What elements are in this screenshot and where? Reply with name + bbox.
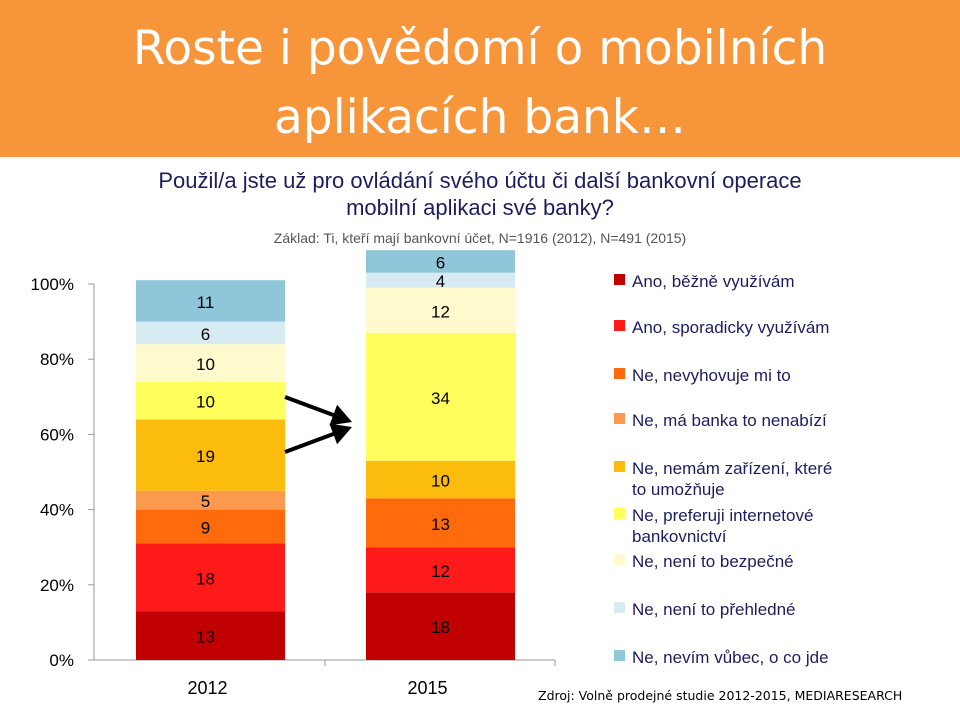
y-tick-label: 0% bbox=[49, 651, 74, 670]
legend-label: Ne, nemám zařízení, které to umožňuje bbox=[632, 459, 832, 499]
legend-swatch bbox=[614, 274, 625, 285]
data-label: 4 bbox=[436, 272, 445, 291]
legend-swatch bbox=[614, 554, 625, 565]
data-label: 10 bbox=[196, 393, 215, 412]
bar-segment bbox=[136, 419, 285, 491]
title-line-1: Roste i povědomí o mobilních bbox=[132, 21, 828, 76]
sample-base-note: Základ: Ti, kteří mají bankovní účet, N=… bbox=[273, 230, 687, 246]
bar-segment bbox=[366, 332, 515, 461]
y-tick-label: 20% bbox=[40, 576, 74, 595]
bar-segment bbox=[136, 611, 285, 660]
legend-label: Ne, má banka to nenabízí bbox=[632, 411, 827, 430]
title-line-2: aplikacích bank… bbox=[273, 90, 687, 145]
legend-label: Ne, preferuji internetové bankovnictví bbox=[632, 506, 813, 546]
bar-segment bbox=[366, 498, 515, 548]
data-label: 12 bbox=[431, 562, 450, 581]
legend-swatch bbox=[614, 508, 625, 519]
legend-swatch bbox=[614, 650, 625, 661]
legend-swatch bbox=[614, 461, 625, 472]
category-label: 2015 bbox=[407, 678, 447, 698]
data-label: 13 bbox=[431, 515, 450, 534]
bar-segment bbox=[136, 381, 285, 420]
bar-segment bbox=[136, 321, 285, 345]
bar-segment bbox=[136, 543, 285, 612]
data-label: 12 bbox=[431, 302, 450, 321]
legend-swatch bbox=[614, 602, 625, 613]
data-label: 13 bbox=[196, 628, 215, 647]
y-tick-label: 100% bbox=[31, 275, 74, 294]
legend-label: Ano, sporadicky využívám bbox=[632, 318, 829, 337]
data-label: 5 bbox=[201, 492, 210, 511]
arrow-head bbox=[329, 423, 352, 445]
data-label: 11 bbox=[197, 293, 215, 312]
legend-swatch bbox=[614, 413, 625, 424]
title-banner: Roste i povědomí o mobilních aplikacích … bbox=[0, 0, 960, 157]
data-label: 18 bbox=[196, 569, 215, 588]
y-tick-label: 60% bbox=[40, 425, 74, 444]
data-label: 6 bbox=[436, 253, 445, 272]
data-label: 18 bbox=[431, 618, 450, 637]
bar-segment bbox=[366, 287, 515, 333]
legend-swatch bbox=[614, 368, 625, 379]
source-note: Zdroj: Volně prodejné studie 2012-2015, … bbox=[538, 688, 903, 703]
bar-segment bbox=[366, 250, 515, 273]
arrow-head bbox=[329, 404, 352, 426]
bar-segment bbox=[366, 272, 515, 288]
arrow-shaft bbox=[284, 395, 343, 421]
question-subtitle: Použil/a jste už pro ovládání svého účtu… bbox=[158, 168, 802, 220]
bar-segment bbox=[136, 509, 285, 544]
data-label: 6 bbox=[201, 325, 210, 344]
data-label: 10 bbox=[431, 472, 450, 491]
legend-label: Ne, není to přehledné bbox=[632, 600, 796, 619]
bar-segment bbox=[366, 547, 515, 593]
data-label: 34 bbox=[431, 389, 450, 408]
bar-segment bbox=[136, 280, 285, 322]
bar-segment bbox=[136, 344, 285, 382]
bar-segment bbox=[366, 592, 515, 660]
y-tick-label: 40% bbox=[40, 501, 74, 520]
legend-label: Ne, není to bezpečné bbox=[632, 552, 794, 571]
y-tick-label: 80% bbox=[40, 350, 74, 369]
legend-label: Ne, nevyhovuje mi to bbox=[632, 366, 791, 385]
data-label: 19 bbox=[196, 447, 215, 466]
category-label: 2012 bbox=[187, 678, 227, 698]
data-label: 10 bbox=[196, 355, 215, 374]
legend-swatch bbox=[614, 320, 625, 331]
data-label: 9 bbox=[201, 519, 210, 538]
bar-segment bbox=[366, 460, 515, 499]
arrow-shaft bbox=[284, 428, 343, 454]
bar-segment bbox=[136, 490, 285, 510]
legend-label: Ne, nevím vůbec, o co jde bbox=[632, 648, 829, 667]
legend-label: Ano, běžně využívám bbox=[632, 272, 795, 291]
